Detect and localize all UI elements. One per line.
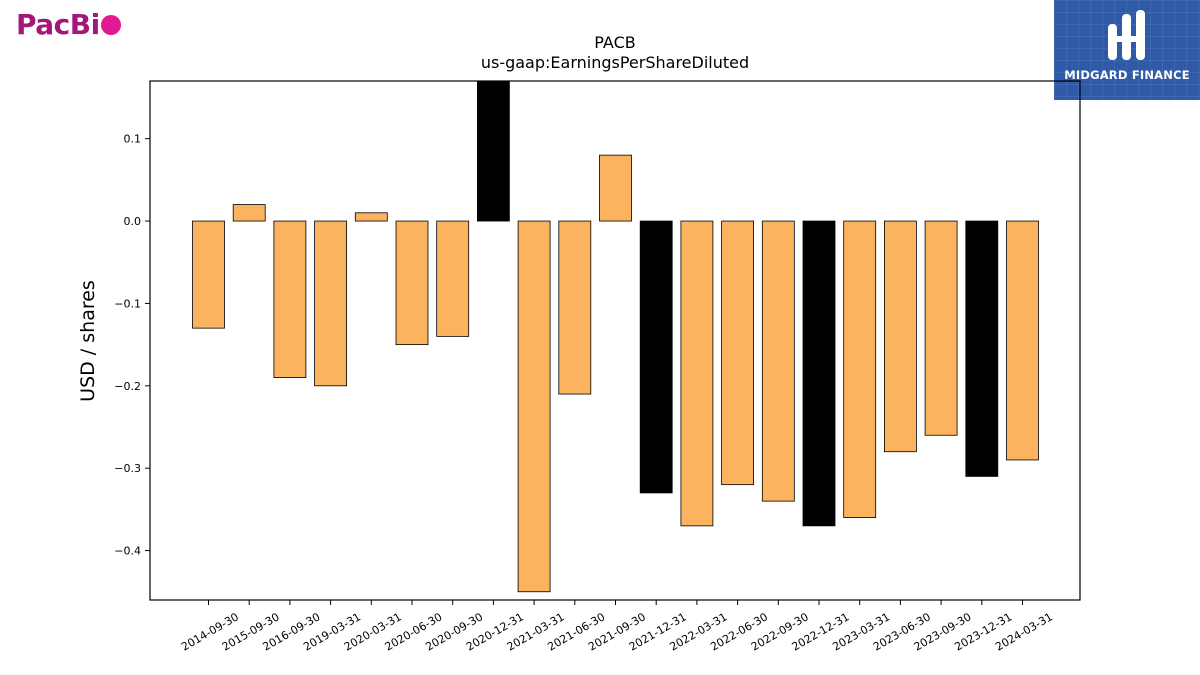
plot-area-frame [149,80,1081,601]
midgard-logo-mark-icon [1108,10,1145,60]
y-tick-label: −0.1 [114,297,141,310]
bar-2020-03-31 [354,212,388,222]
x-axis-ticks: 2014-09-302015-09-302016-09-302019-03-31… [179,600,1055,654]
bar-2021-06-30 [558,220,592,395]
bar-2019-03-31 [314,220,348,387]
bars-group [192,80,1039,593]
bar-2022-09-30 [761,220,795,502]
bar-2024-03-31 [1006,220,1039,461]
chart-title: PACB [594,33,635,52]
bar-2023-03-31 [843,220,877,519]
y-tick-label: −0.3 [114,462,141,475]
y-axis-label: USD / shares [77,280,99,402]
bar-2020-09-30 [436,220,470,337]
bar-2023-09-30 [924,220,958,436]
pacbio-logo-text: PacBi [16,8,100,41]
bar-2021-03-31 [517,220,551,593]
bar-2020-12-31 [476,80,510,222]
pacbio-logo-dot [100,15,121,35]
pacbio-logo: PacBi [16,8,121,41]
bar-2021-09-30 [599,154,632,222]
bar-2014-09-30 [192,220,225,329]
y-tick-label: 0.1 [124,133,142,146]
chart-subtitle: us-gaap:EarningsPerShareDiluted [481,53,749,72]
y-tick-label: 0.0 [124,215,142,228]
bar-2020-06-30 [395,220,429,346]
bar-2023-12-31 [965,220,999,477]
y-axis-ticks: 0.1 0.0 −0.1 −0.2 −0.3 −0.4 [114,133,150,558]
midgard-finance-logo: MIDGARD FINANCE [1054,0,1200,100]
bar-2021-12-31 [639,220,673,494]
midgard-logo-text: MIDGARD FINANCE [1064,68,1190,82]
bar-2023-06-30 [884,220,917,453]
bar-2022-06-30 [721,220,754,486]
bar-2016-09-30 [273,220,307,378]
bar-2022-03-31 [680,220,714,527]
y-tick-label: −0.4 [114,545,141,558]
bar-2015-09-30 [232,204,266,222]
y-tick-label: −0.2 [114,380,141,393]
bar-2022-12-31 [802,220,836,527]
